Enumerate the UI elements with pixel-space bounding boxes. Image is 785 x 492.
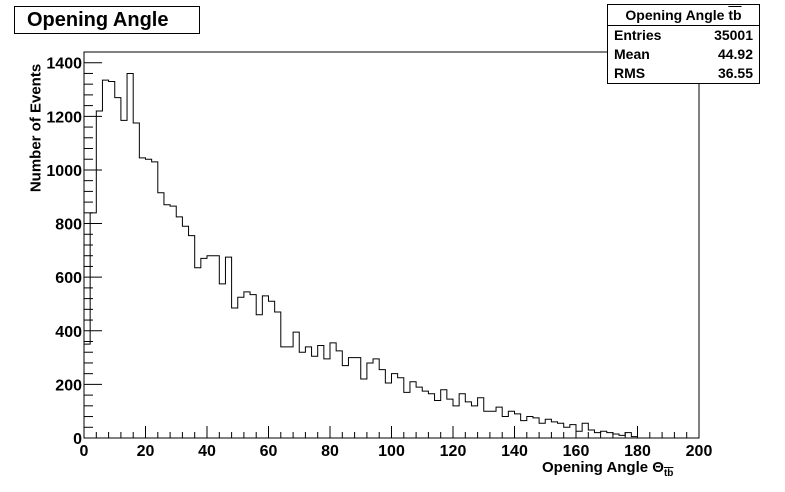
x-tick-label: 140 [501, 443, 528, 460]
stats-row-rms: RMS 36.55 [608, 64, 759, 83]
x-tick-label: 160 [563, 443, 590, 460]
stats-name: Opening Angle [625, 7, 729, 23]
stats-name-over: tb [728, 7, 742, 23]
x-tick-label: 100 [378, 443, 405, 460]
stats-box: Opening Angle tb Entries 35001 Mean 44.92 … [607, 4, 760, 84]
stats-row-mean: Mean 44.92 [608, 45, 759, 64]
x-axis-label-main: Opening Angle Θ [542, 459, 664, 476]
stats-header: Opening Angle tb [608, 5, 759, 26]
stats-value: 36.55 [717, 65, 753, 81]
y-tick-label: 1200 [46, 109, 82, 126]
y-tick-label: 1400 [46, 56, 82, 73]
x-tick-label: 20 [137, 443, 155, 460]
y-tick-label: 600 [55, 270, 82, 287]
stats-label: RMS [614, 65, 646, 81]
x-tick-label: 40 [198, 443, 216, 460]
x-tick-label: 80 [321, 443, 339, 460]
stats-label: Mean [614, 46, 650, 62]
y-tick-label: 1000 [46, 163, 82, 180]
stats-value: 44.92 [717, 46, 753, 62]
x-tick-label: 200 [686, 443, 713, 460]
chart-title-box: Opening Angle [14, 6, 200, 34]
x-axis-label-sub: tb [663, 468, 674, 479]
y-tick-label: 0 [73, 431, 82, 448]
chart-title: Opening Angle [27, 9, 169, 31]
y-tick-label: 200 [55, 377, 82, 394]
y-axis-label: Number of Events [27, 63, 45, 193]
stats-value: 35001 [714, 27, 753, 43]
x-tick-label: 0 [80, 443, 89, 460]
stats-label: Entries [614, 27, 662, 43]
x-tick-label: 60 [260, 443, 278, 460]
y-tick-label: 800 [55, 217, 82, 234]
stats-row-entries: Entries 35001 [608, 26, 759, 45]
x-tick-label: 120 [440, 443, 467, 460]
x-axis-label: Opening Angle Θtb [542, 459, 673, 479]
histogram-line [83, 72, 699, 439]
x-tick-label: 180 [624, 443, 651, 460]
y-tick-label: 400 [55, 324, 82, 341]
